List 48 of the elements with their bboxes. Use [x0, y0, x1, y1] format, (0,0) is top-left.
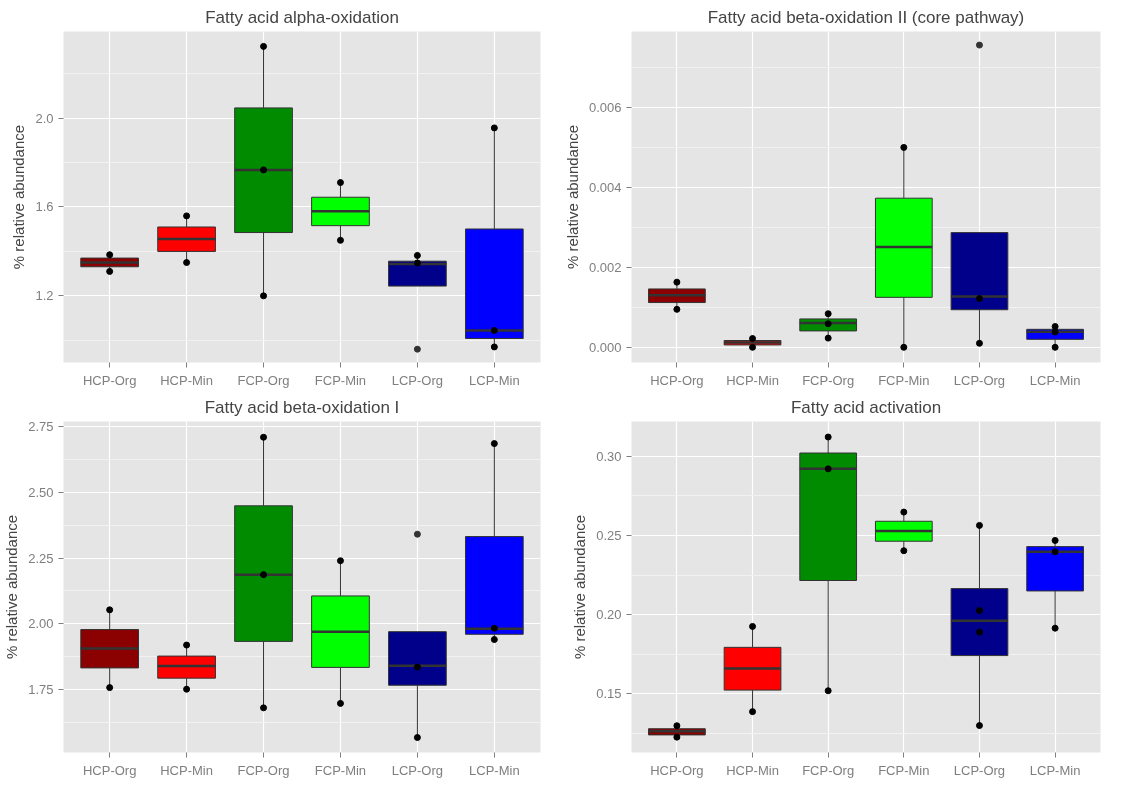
chart-title: Fatty acid beta-oxidation II (core pathway) — [707, 7, 1025, 27]
x-tick-label: FCP-Org — [237, 762, 290, 778]
y-tick-label: 0.000 — [588, 339, 622, 355]
y-tick-label: 1.2 — [35, 288, 54, 304]
x-tick-label: FCP-Min — [314, 372, 367, 388]
y-tick-label: 1.75 — [28, 681, 54, 697]
x-tick-label: HCP-Org — [82, 372, 137, 388]
x-tick-label: HCP-Min — [726, 372, 779, 388]
chart-title: Fatty acid beta-oxidation I — [204, 397, 400, 417]
x-tick-label: HCP-Min — [160, 372, 213, 388]
y-axis-title: % relative abundance — [3, 514, 21, 660]
x-tick-label: HCP-Org — [650, 372, 704, 388]
y-tick-label: 0.30 — [596, 448, 622, 464]
x-tick-label: LCP-Min — [1029, 762, 1081, 778]
x-tick-label: FCP-Org — [237, 372, 290, 388]
x-tick-label: FCP-Min — [878, 372, 930, 388]
chart-title: Fatty acid activation — [790, 397, 942, 417]
x-tick-label: HCP-Min — [160, 762, 213, 778]
y-tick-label: 2.50 — [28, 484, 54, 500]
y-tick-label: 1.6 — [35, 199, 54, 215]
y-tick-label: 0.15 — [596, 686, 622, 702]
y-tick-label: 0.20 — [596, 607, 622, 623]
x-tick-label: LCP-Org — [391, 762, 444, 778]
y-tick-label: 2.75 — [28, 419, 54, 435]
x-tick-label: LCP-Min — [469, 762, 520, 778]
x-tick-label: HCP-Org — [82, 762, 137, 778]
x-tick-label: HCP-Min — [726, 762, 779, 778]
chart-title: Fatty acid alpha-oxidation — [205, 7, 399, 27]
y-tick-label: 0.25 — [596, 528, 622, 544]
x-tick-label: FCP-Org — [802, 762, 855, 778]
x-tick-label: FCP-Min — [314, 762, 367, 778]
x-tick-label: LCP-Org — [391, 372, 444, 388]
y-tick-label: 2.25 — [28, 550, 54, 566]
x-tick-label: FCP-Min — [878, 762, 930, 778]
x-tick-label: FCP-Org — [802, 372, 855, 388]
y-axis-title: % relative abundance — [571, 514, 589, 660]
y-tick-label: 2.0 — [35, 110, 54, 126]
x-tick-label: LCP-Org — [953, 762, 1006, 778]
x-tick-label: LCP-Min — [1029, 372, 1081, 388]
x-tick-label: LCP-Org — [953, 372, 1006, 388]
y-tick-label: 2.00 — [28, 616, 54, 632]
y-tick-label: 0.004 — [588, 179, 622, 195]
y-axis-title: % relative abundance — [563, 124, 581, 270]
y-tick-label: 0.002 — [588, 259, 622, 275]
y-tick-label: 0.006 — [588, 99, 622, 115]
y-axis-title: % relative abundance — [10, 124, 28, 270]
x-tick-label: HCP-Org — [650, 762, 704, 778]
x-tick-label: LCP-Min — [469, 372, 520, 388]
